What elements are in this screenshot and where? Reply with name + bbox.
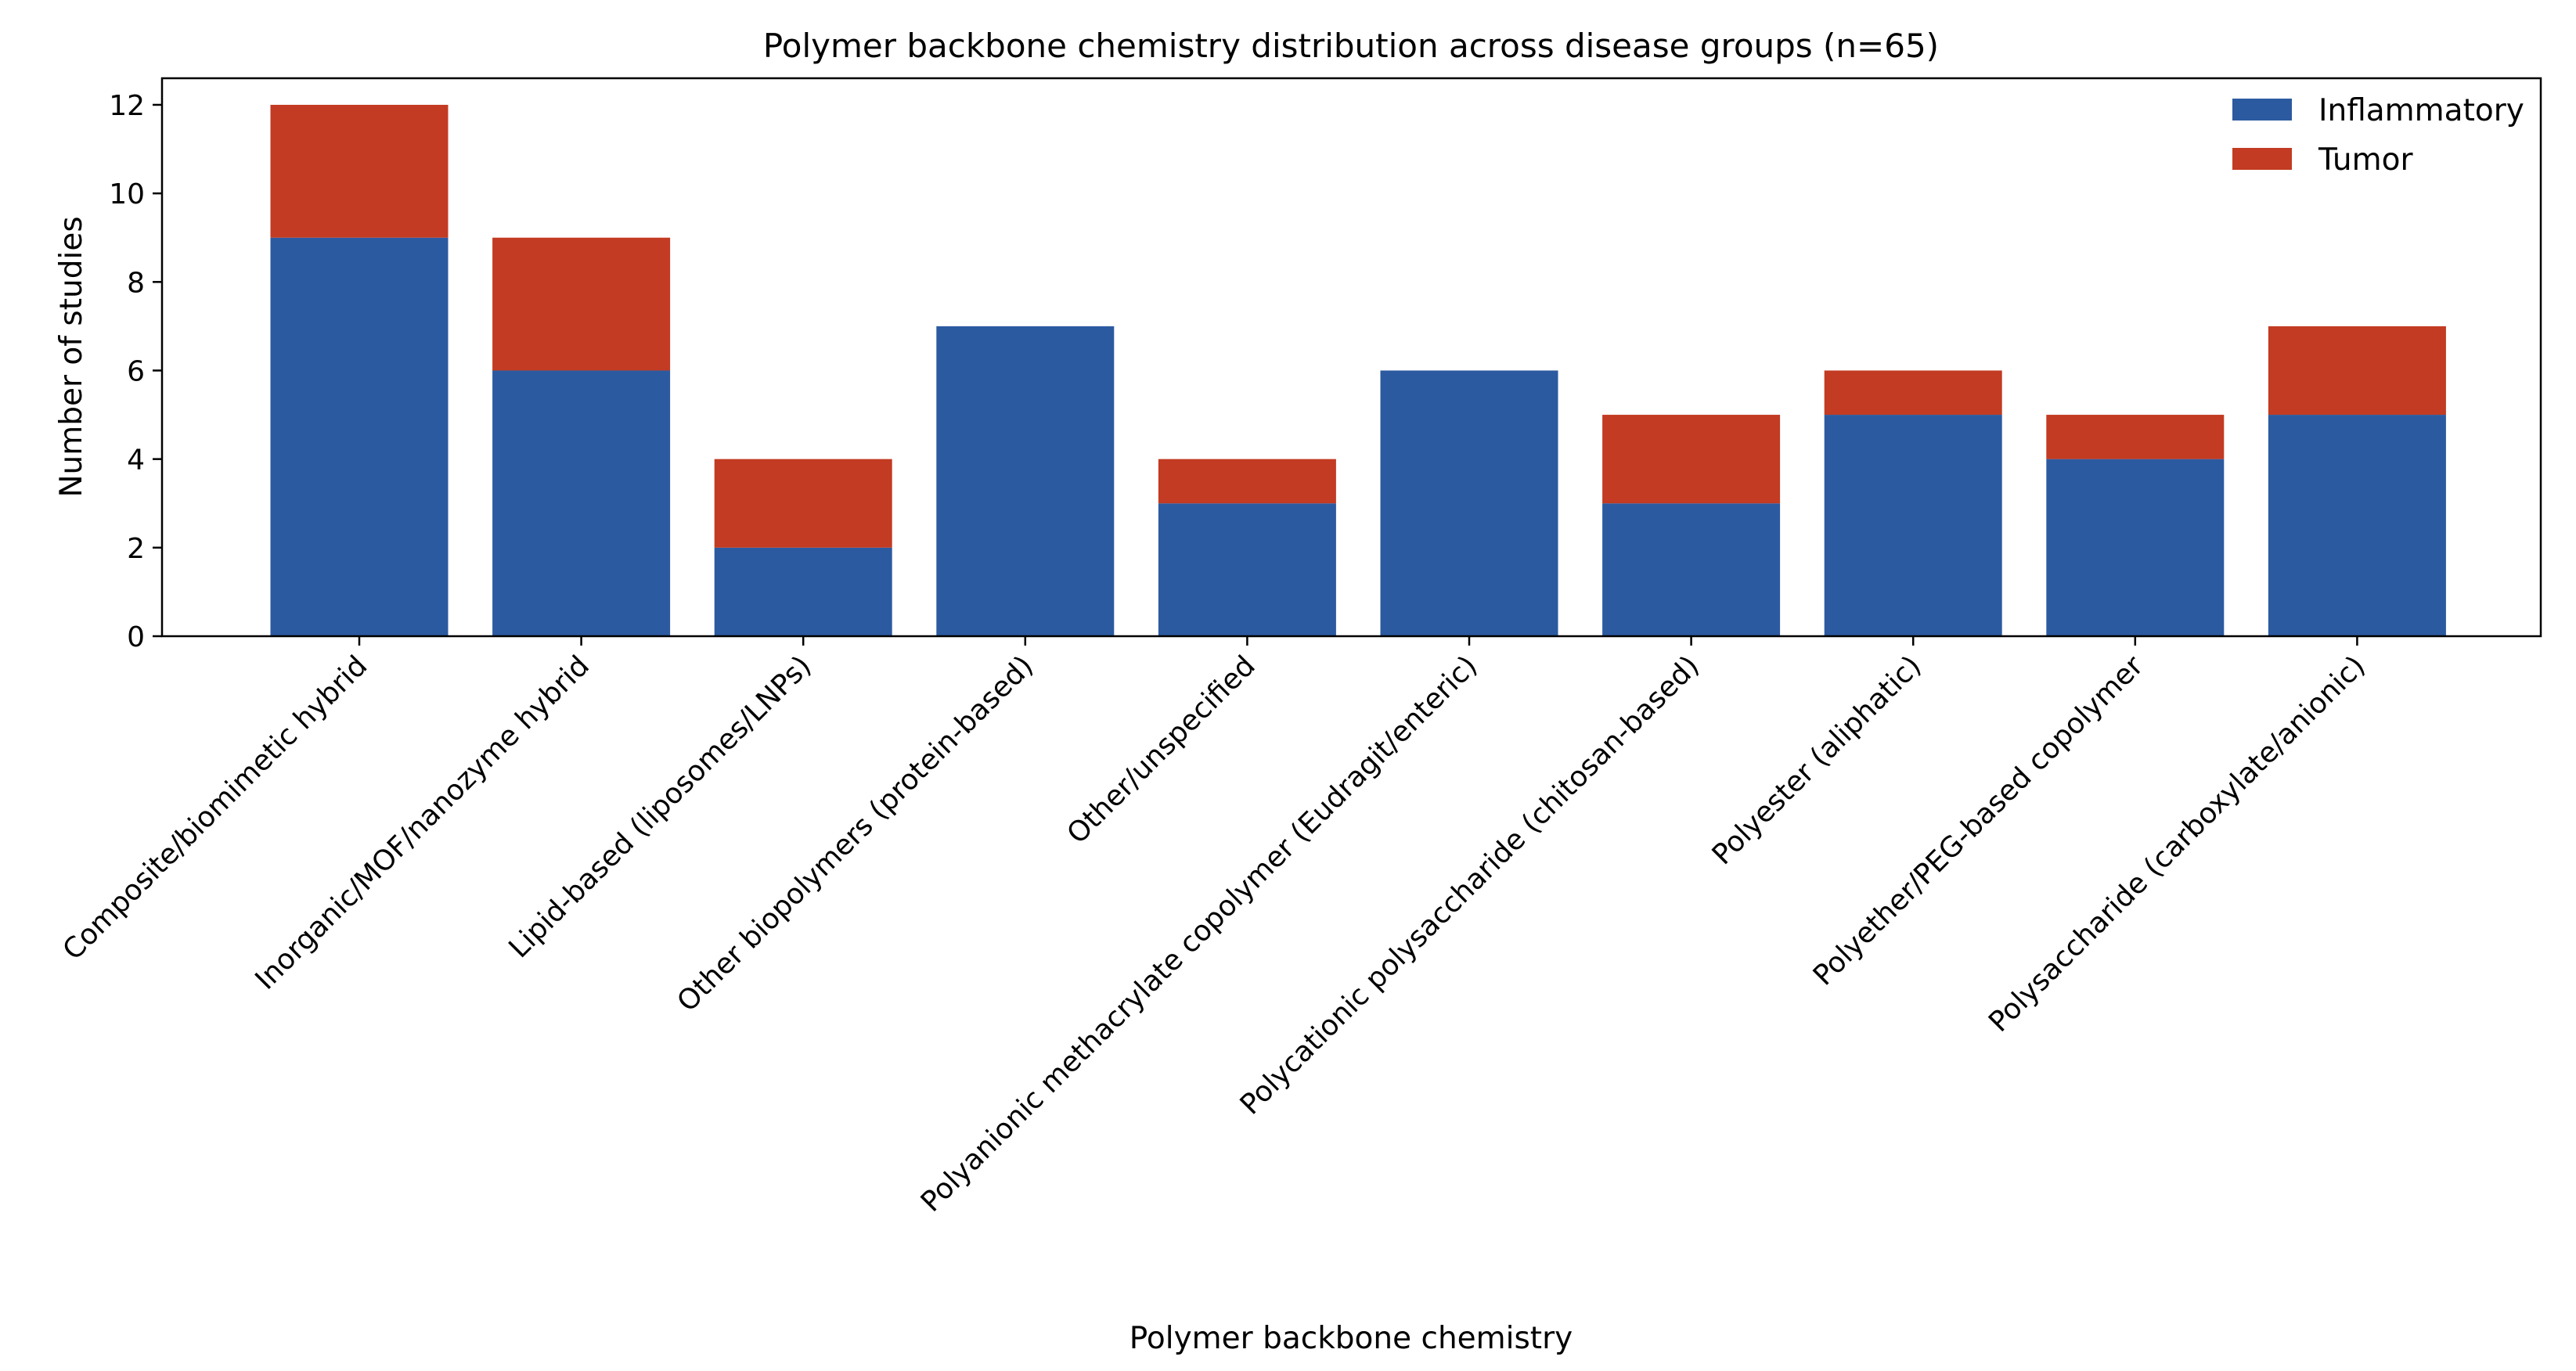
- bar-tumor-7: [1824, 370, 2002, 416]
- legend-label-inflammatory: Inflammatory: [2318, 93, 2524, 128]
- bar-inflammatory-3: [936, 326, 1115, 636]
- y-tick-label: 2: [127, 533, 145, 565]
- x-tick-label: Polysaccharide (carboxylate/anionic): [1983, 650, 2372, 1038]
- bar-tumor-1: [492, 237, 671, 371]
- x-tick-label: Polyester (aliphatic): [1706, 650, 1928, 871]
- bar-inflammatory-5: [1380, 370, 1558, 636]
- x-tick-label: Polycationic polysaccharide (chitosan-ba…: [1234, 650, 1706, 1121]
- y-axis-title: Number of studies: [54, 216, 89, 497]
- bar-inflammatory-0: [270, 237, 449, 636]
- bar-inflammatory-7: [1824, 415, 2002, 636]
- legend-swatch-inflammatory: [2232, 99, 2292, 121]
- legend-swatch-tumor: [2232, 148, 2292, 170]
- bar-inflammatory-6: [1602, 503, 1781, 636]
- bar-tumor-4: [1158, 459, 1336, 504]
- x-tick-label: Other biopolymers (protein-based): [671, 650, 1039, 1018]
- y-tick-label: 10: [109, 178, 145, 211]
- y-tick-label: 12: [109, 90, 145, 122]
- bar-tumor-2: [714, 459, 892, 548]
- y-tick-label: 8: [127, 267, 145, 299]
- bar-inflammatory-8: [2046, 459, 2225, 636]
- bar-tumor-8: [2046, 415, 2225, 459]
- x-tick-label: Other/unspecified: [1061, 650, 1262, 850]
- bar-tumor-0: [270, 104, 449, 238]
- plot-area: [270, 104, 2446, 636]
- legend-label-tumor: Tumor: [2318, 142, 2413, 178]
- y-axis: 0 2 4 6 8 10 12: [109, 90, 162, 653]
- bar-tumor-6: [1602, 415, 1781, 504]
- bar-inflammatory-9: [2268, 415, 2446, 636]
- y-tick-label: 6: [127, 355, 145, 387]
- bar-tumor-9: [2268, 326, 2446, 416]
- legend: Inflammatory Tumor: [2232, 93, 2524, 178]
- y-tick-label: 4: [127, 444, 145, 477]
- chart-title: Polymer backbone chemistry distribution …: [763, 27, 1939, 65]
- y-tick-label: 0: [127, 621, 145, 653]
- bar-inflammatory-1: [492, 370, 671, 636]
- bar-inflammatory-4: [1158, 503, 1336, 636]
- x-axis-title: Polymer backbone chemistry: [1129, 1321, 1573, 1356]
- plot-frame: [160, 77, 2542, 638]
- x-axis: Composite/biomimetic hybridInorganic/MOF…: [57, 636, 2372, 1218]
- bar-inflammatory-2: [714, 547, 892, 636]
